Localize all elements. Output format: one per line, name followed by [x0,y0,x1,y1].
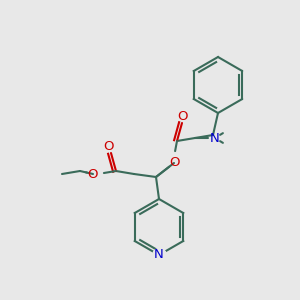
Text: O: O [169,157,179,169]
Text: O: O [104,140,114,154]
Text: O: O [88,167,98,181]
Text: N: N [154,248,164,262]
Text: O: O [177,110,187,124]
Text: N: N [210,131,220,145]
